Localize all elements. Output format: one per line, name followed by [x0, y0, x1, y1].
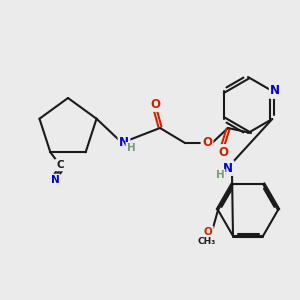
Text: N: N [119, 136, 129, 149]
Text: O: O [218, 146, 228, 158]
Text: N: N [270, 85, 280, 98]
Text: H: H [216, 170, 224, 180]
Text: O: O [202, 136, 212, 149]
Text: CH₃: CH₃ [198, 238, 216, 247]
Text: C: C [56, 160, 64, 170]
Text: O: O [150, 98, 160, 110]
Text: N: N [51, 175, 59, 185]
Text: N: N [223, 161, 233, 175]
Text: H: H [127, 143, 135, 153]
Text: O: O [204, 227, 212, 237]
